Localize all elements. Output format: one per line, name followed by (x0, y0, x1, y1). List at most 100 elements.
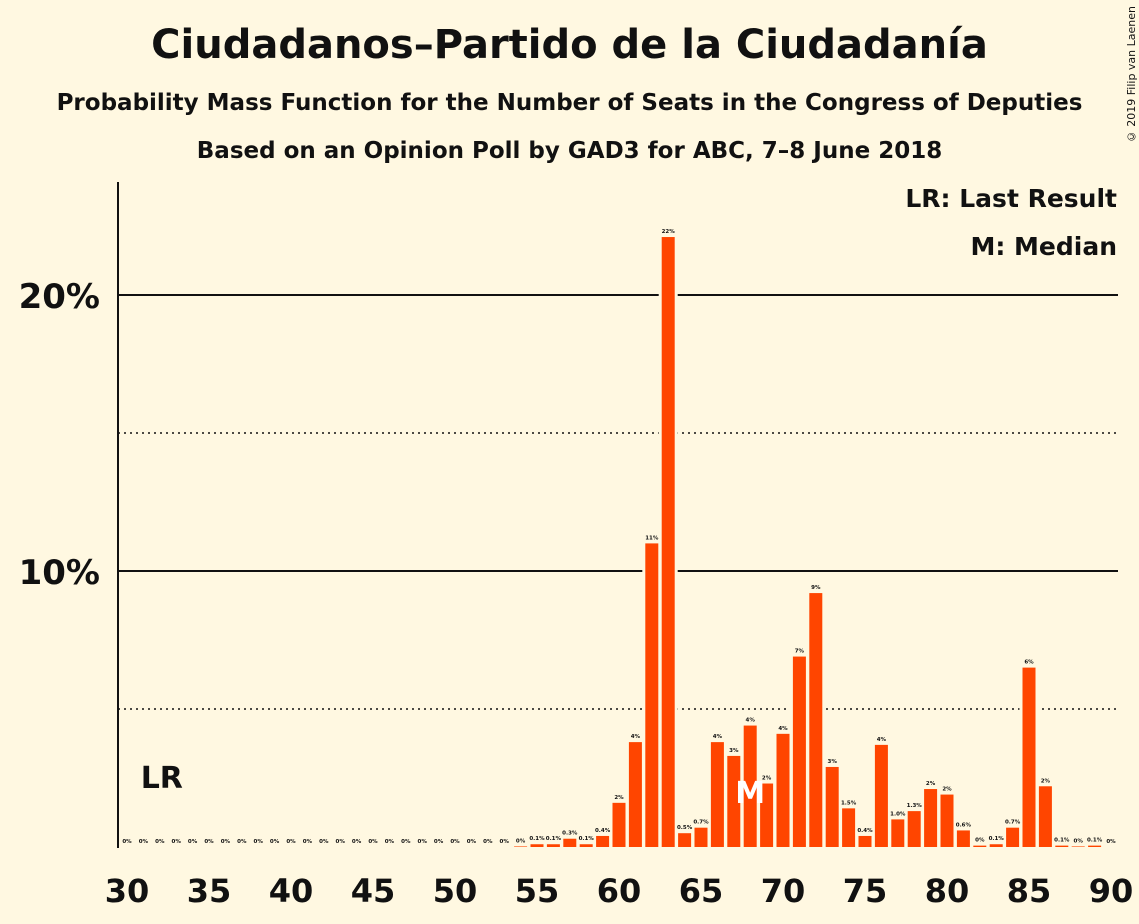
bar-seat-85 (1022, 667, 1036, 847)
bar-gap (1052, 835, 1072, 847)
bar-value-label: 0.3% (562, 831, 578, 837)
bar-value-label: 3% (828, 759, 838, 765)
bar-seat-88 (1071, 846, 1085, 847)
bar-gap (1068, 836, 1088, 847)
bar-seat-78 (907, 811, 921, 847)
legend-last-result: LR: Last Result (905, 184, 1117, 213)
x-tick-label: 60 (597, 872, 642, 910)
bar-gap (1085, 835, 1105, 847)
x-tick-label: 35 (187, 872, 232, 910)
x-tick-label: 70 (761, 872, 806, 910)
bar-seat-89 (1088, 845, 1102, 847)
bar-value-label: 0% (139, 839, 149, 845)
bar-value-label: 0% (155, 839, 165, 845)
y-tick-label: 20% (19, 277, 100, 317)
bar-seat-81 (956, 830, 970, 847)
bar-value-label: 0% (270, 839, 280, 845)
bar-value-label: 0% (434, 839, 444, 845)
bar-value-label: 0% (516, 838, 526, 844)
bar-seat-77 (891, 819, 905, 847)
bar-value-label: 1.3% (907, 803, 923, 809)
x-tick-label: 90 (1089, 872, 1134, 910)
bar-value-label: 0% (204, 839, 214, 845)
bar-value-label: 0.1% (579, 836, 595, 842)
bar-seat-65 (694, 827, 708, 847)
bar-value-label: 0.1% (1087, 838, 1103, 844)
x-tick-label: 85 (1007, 872, 1052, 910)
bar-value-label: 0% (319, 839, 329, 845)
bar-value-label: 4% (746, 718, 756, 724)
bar-seat-75 (858, 835, 872, 847)
bar-seat-61 (628, 742, 642, 847)
bar-gap (986, 834, 1006, 847)
bar-value-label: 0.4% (857, 828, 873, 834)
bar-value-label: 3% (729, 748, 739, 754)
bar-value-label: 11% (645, 535, 659, 541)
bar-seat-64 (678, 833, 692, 847)
bar-value-label: 6% (1024, 660, 1034, 666)
bar-value-label: 0% (1106, 839, 1116, 845)
bar-value-label: 0% (467, 839, 477, 845)
legend-median: M: Median (970, 232, 1117, 261)
x-tick-label: 65 (679, 872, 724, 910)
bar-value-label: 0% (172, 839, 182, 845)
bar-seat-86 (1038, 786, 1052, 847)
bar-value-label: 4% (877, 737, 887, 743)
bar-value-label: 0% (188, 839, 198, 845)
bar-seat-70 (776, 733, 790, 847)
bar-value-label: 0.7% (1005, 820, 1021, 826)
bar-gap (970, 835, 990, 847)
chart-subtitle: Probability Mass Function for the Number… (56, 90, 1083, 116)
bar-value-label: 0.1% (529, 836, 545, 842)
bar-seat-72 (809, 593, 823, 847)
bar-seat-80 (940, 794, 954, 847)
bar-seat-73 (825, 766, 839, 847)
bar-value-label: 0% (286, 839, 296, 845)
x-tick-label: 50 (433, 872, 478, 910)
bar-seat-57 (563, 838, 577, 847)
bar-seat-83 (989, 844, 1003, 847)
bar-value-label: 0% (237, 839, 247, 845)
bar-seat-84 (1006, 827, 1020, 847)
median-marker: M (735, 776, 765, 811)
bar-value-label: 22% (662, 229, 676, 235)
bar-value-label: 0% (975, 838, 985, 844)
bar-value-label: 4% (631, 734, 641, 740)
bar-value-label: 0% (418, 839, 428, 845)
bar-value-label: 2% (926, 781, 936, 787)
y-tick-label: 10% (19, 553, 100, 593)
bar-gap (543, 834, 563, 847)
bar-value-label: 4% (713, 734, 723, 740)
bar-seat-76 (874, 744, 888, 847)
bar-value-label: 0.1% (1054, 838, 1070, 844)
bar-value-label: 0% (1074, 838, 1084, 844)
bar-seat-82 (973, 845, 987, 847)
bar-value-label: 0.5% (677, 825, 693, 831)
bar-gap (527, 834, 547, 847)
bar-gap (511, 836, 531, 847)
bar-seat-63 (661, 237, 675, 848)
bar-value-label: 0% (352, 839, 362, 845)
bar-value-label: 0% (401, 839, 411, 845)
x-tick-label: 75 (843, 872, 888, 910)
bar-value-label: 0.1% (989, 836, 1005, 842)
bar-seat-58 (579, 844, 593, 847)
bar-value-label: 1.0% (890, 811, 906, 817)
bar-seat-66 (710, 742, 724, 847)
bar-value-label: 0% (483, 839, 493, 845)
bar-value-label: 2% (762, 776, 772, 782)
chart-source: Based on an Opinion Poll by GAD3 for ABC… (196, 138, 943, 164)
last-result-marker: LR (141, 761, 183, 796)
bar-value-label: 0% (385, 839, 395, 845)
bar-seat-79 (924, 789, 938, 847)
bar-seat-59 (596, 835, 610, 847)
bar-value-label: 2% (614, 795, 624, 801)
bar-value-label: 0% (254, 839, 264, 845)
x-tick-label: 40 (269, 872, 314, 910)
bar-seat-67 (727, 755, 741, 847)
bar-seat-68 (743, 725, 757, 847)
bar-value-label: 0% (368, 839, 378, 845)
bar-seat-62 (645, 543, 659, 847)
x-tick-label: 30 (105, 872, 150, 910)
